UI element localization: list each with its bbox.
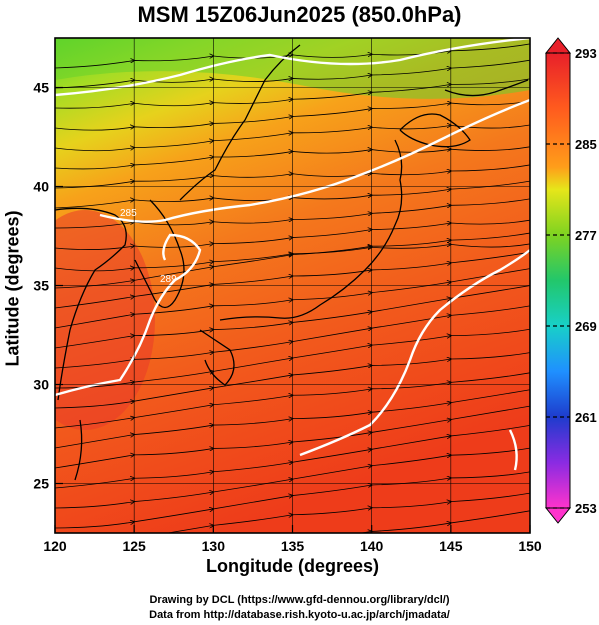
colorbar-tick-label: 261 bbox=[575, 410, 597, 425]
colorbar-tick-label: 277 bbox=[575, 228, 597, 243]
contour-285 bbox=[55, 38, 530, 97]
y-tick-label: 25 bbox=[33, 476, 49, 492]
contour-289 bbox=[99, 98, 530, 223]
y-tick-label: 45 bbox=[33, 80, 49, 96]
y-tick-label: 40 bbox=[33, 179, 49, 195]
colorbar-ticks: 293 285 277 269 261 253 bbox=[546, 46, 597, 516]
x-tick-label: 145 bbox=[439, 538, 463, 554]
temperature-contours bbox=[55, 38, 530, 471]
contour-label: 285 bbox=[120, 208, 137, 219]
x-tick-label: 125 bbox=[122, 538, 146, 554]
colorbar-tick-label: 293 bbox=[575, 46, 597, 61]
colorbar-scale bbox=[545, 52, 571, 509]
page-title: MSM 15Z06Jun2025 (850.0hPa) bbox=[137, 2, 462, 27]
colorbar-bottom-triangle bbox=[544, 507, 572, 524]
colorbar-tick-label: 269 bbox=[575, 319, 597, 334]
y-tick-label: 30 bbox=[33, 377, 49, 393]
x-tick-label: 135 bbox=[281, 538, 305, 554]
x-tick-label: 120 bbox=[43, 538, 67, 554]
y-tick-label: 35 bbox=[33, 278, 49, 294]
colorbar-tick-label: 253 bbox=[575, 501, 597, 516]
x-axis-label: Longitude (degrees) bbox=[205, 556, 379, 576]
contour-label: 289 bbox=[160, 274, 177, 285]
colorbar-top-triangle bbox=[544, 37, 572, 54]
credit-drawing: Drawing by DCL (https://www.gfd-dennou.o… bbox=[149, 594, 450, 606]
x-axis-ticks: 120 125 130 135 140 145 150 bbox=[43, 525, 542, 554]
gridlines bbox=[55, 38, 530, 533]
y-axis-ticks: 25 30 35 40 45 bbox=[33, 80, 63, 492]
colorbar: 293 285 277 269 261 253 bbox=[544, 37, 597, 524]
x-tick-label: 150 bbox=[518, 538, 542, 554]
y-axis-label: Latitude (degrees) bbox=[2, 210, 23, 367]
x-tick-label: 130 bbox=[202, 538, 226, 554]
colorbar-tick-label: 285 bbox=[575, 137, 597, 152]
x-tick-label: 140 bbox=[360, 538, 384, 554]
credit-data: Data from http://database.rish.kyoto-u.a… bbox=[149, 609, 450, 621]
